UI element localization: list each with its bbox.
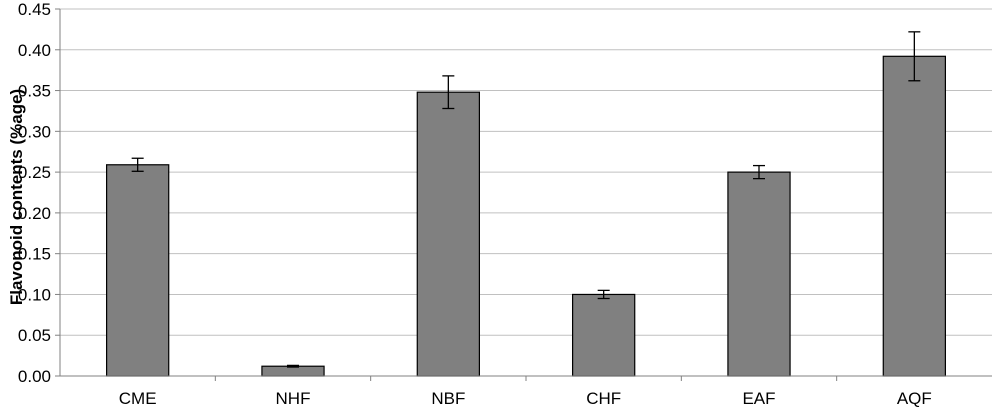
y-tick-label: 0.15 — [18, 245, 51, 264]
bar-cme — [105, 164, 170, 377]
y-tick-label: 0.00 — [18, 367, 51, 386]
gridlines — [60, 8, 992, 336]
x-tick-label-eaf: EAF — [742, 389, 775, 408]
bar-chf — [571, 293, 636, 377]
y-axis-title: Flavonoid contents (%age) — [7, 89, 26, 305]
bar-nbf — [416, 91, 480, 377]
x-tick-label-aqf: AQF — [897, 389, 932, 408]
x-tick-label-nhf: NHF — [276, 389, 311, 408]
error-bars — [131, 31, 921, 368]
y-tick-label: 0.35 — [18, 82, 51, 101]
y-tick-label: 0.40 — [18, 41, 51, 60]
y-tick-labels: 0.00 0.05 0.10 0.15 0.20 0.25 0.30 0.35 0.40 0.45 — [18, 0, 51, 386]
axes — [55, 8, 992, 381]
bar-nhf — [261, 365, 325, 377]
y-tick-label: 0.10 — [18, 285, 51, 304]
bar-aqf — [882, 55, 946, 377]
y-tick-label: 0.05 — [18, 326, 51, 345]
y-tick-label: 0.45 — [18, 0, 51, 19]
y-tick-label: 0.20 — [18, 204, 51, 223]
y-tick-label: 0.25 — [18, 163, 51, 182]
y-tick-label: 0.30 — [18, 122, 51, 141]
x-tick-label-chf: CHF — [586, 389, 621, 408]
bars — [105, 55, 946, 377]
x-tick-label-nbf: NBF — [431, 389, 465, 408]
x-tick-label-cme: CME — [119, 389, 157, 408]
bar-eaf — [727, 171, 791, 377]
x-tick-labels: CME NHF NBF CHF EAF AQF — [119, 389, 932, 408]
